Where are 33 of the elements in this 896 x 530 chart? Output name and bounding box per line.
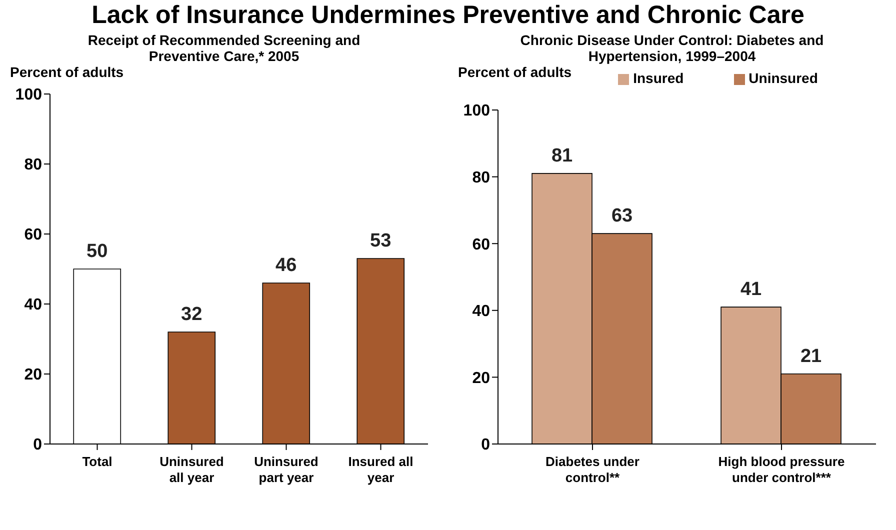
x-tick-label: Total [82, 454, 112, 469]
y-tick-label: 80 [24, 156, 42, 174]
legend-label: Insured [633, 70, 684, 86]
y-tick-label: 40 [24, 296, 42, 314]
y-tick-label: 100 [15, 86, 42, 104]
y-tick-label: 20 [24, 366, 42, 384]
y-tick-label: 40 [472, 303, 490, 320]
x-tick-label: Insured all year [348, 454, 414, 485]
chart-title: Lack of Insurance Undermines Preventive and Chronic Care [90, 0, 806, 30]
y-tick-label: 80 [472, 169, 490, 186]
x-tick-label: Uninsured part year [254, 454, 318, 485]
x-tick-label: Diabetes under control** [546, 454, 640, 485]
y-tick-label: 0 [33, 436, 42, 454]
data-label: 53 [370, 230, 392, 252]
y-tick-label: 0 [481, 436, 490, 454]
x-tick-label: Uninsured all year [160, 454, 224, 485]
data-label: 81 [551, 145, 574, 166]
y-axis-title: Percent of adults [9, 64, 125, 82]
data-label: 50 [86, 241, 108, 262]
chart-title: Chronic Disease Under Control: Diabetes and Hypertension, 1999–2004 [519, 32, 825, 64]
data-label: 41 [740, 279, 762, 300]
y-tick-label: 60 [472, 236, 490, 254]
y-tick-label: 100 [463, 102, 490, 120]
legend-label: Uninsured [748, 70, 818, 86]
data-label: 32 [181, 304, 202, 325]
y-tick-label: 20 [472, 370, 490, 387]
data-label: 21 [800, 346, 822, 367]
y-tick-label: 60 [24, 226, 42, 244]
chart-subtitle: Receipt of Recommended Screening and Preventive Care,* 2005 [86, 32, 362, 64]
y-axis-title: Percent of adults [458, 64, 572, 80]
data-label: 46 [276, 255, 297, 276]
x-tick-label: High blood pressure under control*** [718, 454, 845, 485]
data-label: 63 [611, 206, 633, 227]
